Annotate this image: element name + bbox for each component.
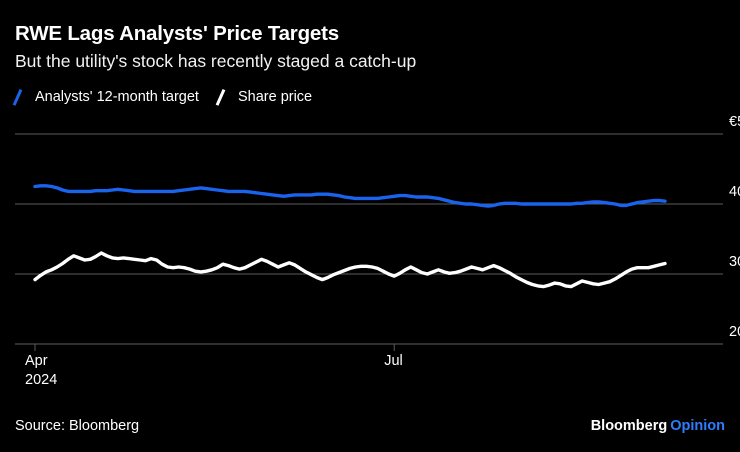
y-axis-tick-label: 40 — [729, 184, 740, 200]
brand-bloomberg: Bloomberg — [590, 418, 668, 434]
gridlines — [15, 133, 723, 345]
x-axis-tick-label: Jul — [384, 353, 403, 369]
x-axis-tick-label: Apr 2024 — [25, 353, 58, 388]
legend-label-target: Analysts' 12-month target — [35, 89, 199, 105]
brand-opinion: Opinion — [670, 418, 725, 434]
share-price-line — [33, 251, 667, 289]
chart-legend: Analysts' 12-month target Share price — [12, 86, 331, 108]
chart-plot-area: €50 40 30 20 — [0, 108, 740, 358]
page-subtitle: But the utility's stock has recently sta… — [15, 51, 417, 71]
source-note: Source: Bloomberg — [15, 418, 140, 434]
y-axis-tick-label: 20 — [729, 324, 740, 340]
x-axis-tick-marks — [34, 344, 395, 351]
page-title: RWE Lags Analysts' Price Targets — [15, 22, 339, 45]
legend-label-share: Share price — [237, 89, 313, 105]
bloomberg-opinion-logo: Bloomberg Opinion — [591, 418, 725, 434]
y-axis-tick-label: 30 — [729, 254, 740, 270]
slash-line-icon — [215, 89, 231, 106]
slash-line-icon — [12, 89, 28, 106]
y-axis-tick-labels: €50 40 30 20 — [729, 114, 740, 340]
target-line — [33, 184, 667, 208]
legend-item-share: Share price — [215, 89, 313, 106]
line-chart-svg: €50 40 30 20 — [15, 114, 740, 351]
y-axis-tick-label: €50 — [729, 114, 740, 130]
x-axis-labels: Apr2024JulOctJan2025 — [0, 352, 740, 402]
series-lines — [33, 184, 667, 289]
legend-item-target: Analysts' 12-month target — [12, 89, 199, 106]
